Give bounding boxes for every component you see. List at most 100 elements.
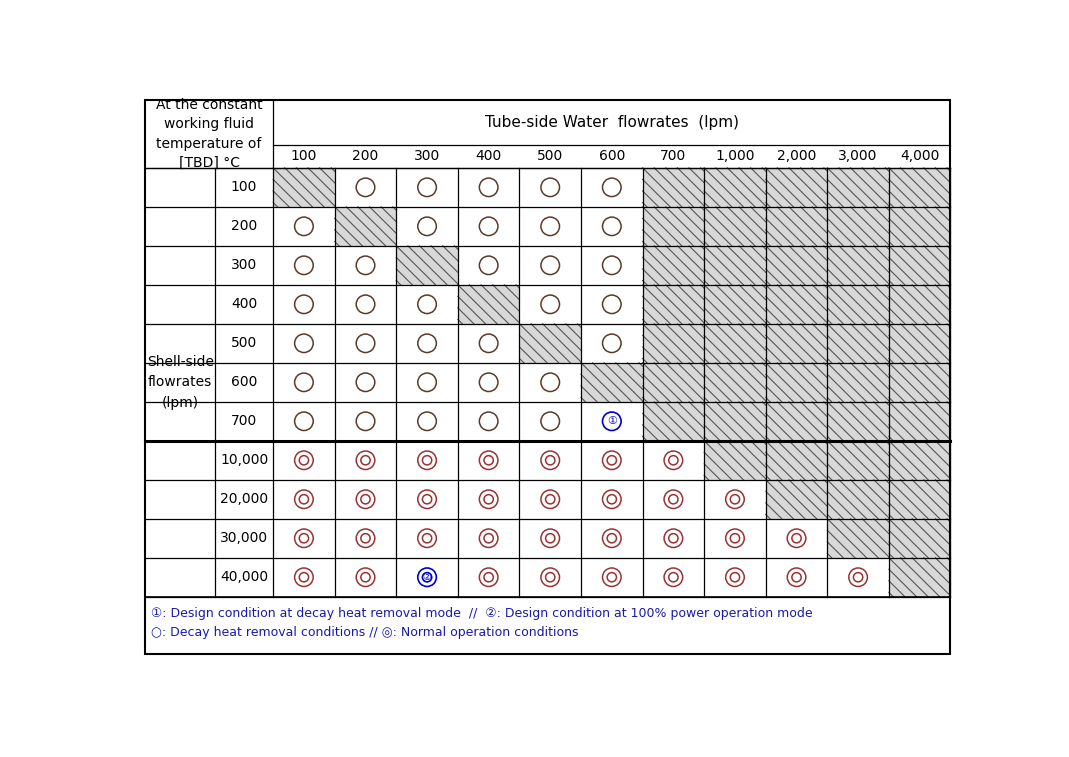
Text: ①: Design condition at decay heat removal mode  //  ②: Design condition at 100% : ①: Design condition at decay heat remova… — [152, 607, 814, 620]
Circle shape — [479, 451, 498, 469]
Circle shape — [479, 373, 498, 391]
Circle shape — [418, 451, 436, 469]
Bar — [642, 246, 704, 285]
Circle shape — [541, 178, 559, 197]
Bar — [642, 207, 704, 246]
Text: ○: Decay heat removal conditions // ◎: Normal operation conditions: ○: Decay heat removal conditions // ◎: N… — [152, 627, 579, 640]
Circle shape — [726, 568, 744, 587]
Bar — [827, 207, 889, 246]
Text: 300: 300 — [231, 258, 258, 273]
Text: 3,000: 3,000 — [838, 149, 878, 164]
Bar — [704, 207, 765, 246]
Circle shape — [664, 529, 683, 547]
Circle shape — [603, 451, 621, 469]
Text: 30,000: 30,000 — [220, 531, 268, 545]
Circle shape — [356, 451, 375, 469]
Circle shape — [418, 373, 436, 391]
Bar — [827, 168, 889, 207]
Bar — [889, 207, 950, 246]
Circle shape — [295, 295, 313, 313]
Circle shape — [664, 451, 683, 469]
Circle shape — [356, 334, 375, 353]
Bar — [765, 363, 827, 402]
Text: 20,000: 20,000 — [220, 492, 268, 506]
Bar — [642, 285, 704, 324]
Bar — [827, 519, 889, 558]
Circle shape — [787, 568, 806, 587]
Circle shape — [295, 529, 313, 547]
Text: 10,000: 10,000 — [220, 453, 268, 467]
Bar — [704, 441, 765, 480]
Circle shape — [479, 217, 498, 235]
Circle shape — [418, 295, 436, 313]
Bar — [827, 285, 889, 324]
Circle shape — [541, 256, 559, 275]
Circle shape — [849, 568, 867, 587]
Bar — [704, 363, 765, 402]
Bar — [765, 480, 827, 519]
Circle shape — [356, 490, 375, 509]
Bar — [704, 246, 765, 285]
Circle shape — [479, 490, 498, 509]
Text: 700: 700 — [231, 414, 258, 428]
Circle shape — [356, 529, 375, 547]
Text: 700: 700 — [661, 149, 686, 164]
Circle shape — [603, 412, 621, 431]
Circle shape — [295, 334, 313, 353]
Circle shape — [418, 529, 436, 547]
Text: 200: 200 — [353, 149, 378, 164]
Circle shape — [356, 178, 375, 197]
Text: 2,000: 2,000 — [777, 149, 817, 164]
Circle shape — [787, 529, 806, 547]
Text: 600: 600 — [231, 375, 258, 389]
Bar — [335, 207, 397, 246]
Bar — [889, 168, 950, 207]
Circle shape — [295, 217, 313, 235]
Bar — [827, 363, 889, 402]
Bar — [889, 519, 950, 558]
Text: 300: 300 — [414, 149, 440, 164]
Circle shape — [479, 178, 498, 197]
Bar — [827, 441, 889, 480]
Bar — [889, 480, 950, 519]
Circle shape — [356, 412, 375, 431]
Bar — [765, 402, 827, 441]
Circle shape — [541, 568, 559, 587]
Circle shape — [726, 529, 744, 547]
Bar — [458, 285, 520, 324]
Bar — [704, 168, 765, 207]
Bar — [520, 324, 582, 363]
Text: 600: 600 — [599, 149, 625, 164]
Bar — [704, 402, 765, 441]
Bar — [642, 324, 704, 363]
Circle shape — [356, 373, 375, 391]
Circle shape — [541, 373, 559, 391]
Bar — [765, 246, 827, 285]
Circle shape — [295, 256, 313, 275]
Circle shape — [479, 529, 498, 547]
Bar — [765, 324, 827, 363]
Text: 500: 500 — [537, 149, 563, 164]
Bar — [642, 363, 704, 402]
Circle shape — [603, 568, 621, 587]
Circle shape — [295, 412, 313, 431]
Bar — [642, 168, 704, 207]
Bar — [827, 324, 889, 363]
Circle shape — [356, 568, 375, 587]
Circle shape — [603, 490, 621, 509]
Circle shape — [664, 568, 683, 587]
Text: 1,000: 1,000 — [715, 149, 755, 164]
Text: Tube-side Water  flowrates  (lpm): Tube-side Water flowrates (lpm) — [485, 115, 739, 130]
Text: 4,000: 4,000 — [900, 149, 940, 164]
Bar — [145, 100, 950, 597]
Circle shape — [541, 295, 559, 313]
Text: At the constant
working fluid
temperature of
[TBD] °C: At the constant working fluid temperatur… — [156, 98, 263, 170]
Circle shape — [603, 529, 621, 547]
Circle shape — [603, 295, 621, 313]
Circle shape — [603, 217, 621, 235]
Text: 400: 400 — [476, 149, 501, 164]
Circle shape — [418, 490, 436, 509]
Bar — [765, 285, 827, 324]
Bar — [704, 324, 765, 363]
Circle shape — [541, 217, 559, 235]
